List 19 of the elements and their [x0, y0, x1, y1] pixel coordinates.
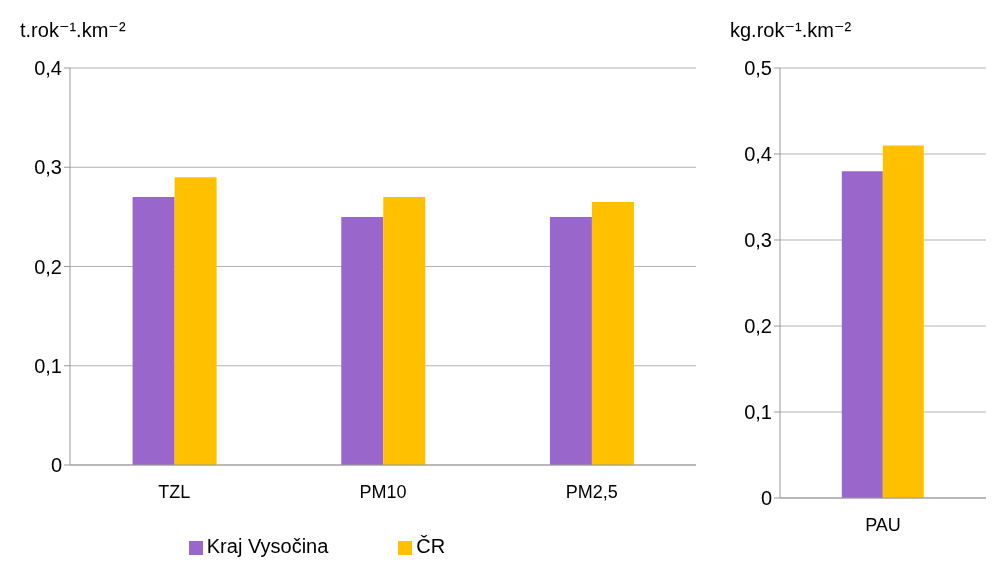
- y-tick-label: 0,5: [744, 57, 772, 80]
- y-tick-label: 0: [50, 454, 62, 477]
- x-tick-label: PAU: [865, 514, 901, 535]
- y-tick-label: 0,3: [744, 229, 772, 252]
- y-tick-label: 0,4: [744, 143, 772, 166]
- y-tick-label: 0,2: [34, 255, 62, 278]
- legend-label: Kraj Vysočina: [206, 535, 329, 557]
- x-tick-label: TZL: [158, 481, 191, 502]
- y-tick-label: 0,1: [744, 401, 772, 424]
- y-tick-label: 0,4: [34, 57, 62, 80]
- legend-label: ČR: [416, 535, 446, 557]
- y-tick-label: 0,3: [34, 156, 62, 179]
- y-tick-label: 0: [760, 487, 772, 510]
- y-axis-title: t.rok⁻¹.km⁻²: [20, 18, 126, 42]
- x-tick-label: PM2,5: [565, 481, 618, 502]
- y-axis-title: kg.rok⁻¹.km⁻²: [730, 18, 852, 42]
- y-tick-label: 0,2: [744, 315, 772, 338]
- y-tick-label: 0,1: [34, 354, 62, 377]
- x-tick-label: PM10: [359, 481, 407, 502]
